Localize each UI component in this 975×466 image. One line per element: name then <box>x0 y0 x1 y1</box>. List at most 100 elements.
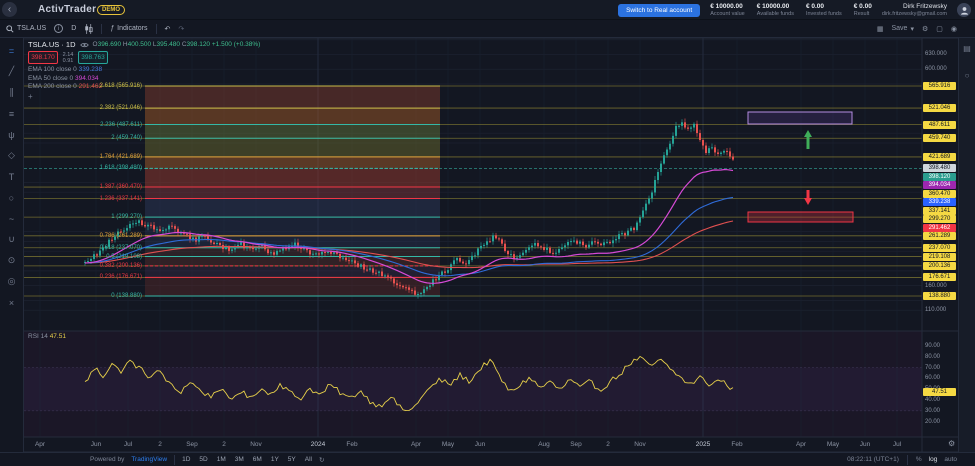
channel-tool[interactable]: ∥ <box>9 87 14 97</box>
fib-retracement-tool[interactable]: ≡ <box>8 108 15 119</box>
fib-ratio-label: 0 (138.880) <box>111 293 142 300</box>
shapes-tool[interactable]: ◇ <box>8 150 15 160</box>
redo-icon[interactable]: ↷ <box>178 25 185 33</box>
fib-ratio-label: 1 (299.270) <box>111 214 142 221</box>
back-button[interactable]: ‹ <box>2 2 17 17</box>
measure-tool[interactable]: ⊙ <box>7 255 16 265</box>
indicator-legend-row[interactable]: EMA 200 close 0 291.462 <box>28 82 103 90</box>
cursor-tool[interactable]: = <box>8 45 15 56</box>
rsi-axis-tick: 70.00 <box>925 364 941 371</box>
price-axis-label: 219.108 <box>923 252 956 261</box>
indicator-legend-row[interactable]: EMA 50 close 0 394.034 <box>28 74 99 82</box>
range-button-6m[interactable]: 6M <box>252 456 262 463</box>
account-stat: € 0.00 Invested funds <box>806 3 842 16</box>
stat-label: Result <box>853 10 870 17</box>
alerts-panel-icon[interactable]: ○ <box>964 71 970 80</box>
ellipse-tool[interactable]: ○ <box>8 192 15 203</box>
scale-button-auto[interactable]: auto <box>944 456 957 463</box>
add-indicator-button[interactable]: + <box>28 91 33 101</box>
stat-value: € 0.00 <box>805 3 825 11</box>
scale-button-%[interactable]: % <box>915 456 922 463</box>
rsi-axis-tick: 90.00 <box>925 343 941 349</box>
axis-settings-gear-icon[interactable]: ⚙ <box>948 439 956 448</box>
save-layout-button[interactable]: Save ▾ <box>891 25 914 33</box>
time-axis-label: Jun <box>474 441 486 448</box>
price-axis-label: 138.880 <box>923 292 956 301</box>
range-button-3m[interactable]: 3M <box>234 456 244 463</box>
price-axis-tick: 160.000 <box>925 282 947 289</box>
price-axis-tick: 110.000 <box>925 307 947 314</box>
price-axis-label: 459.740 <box>923 134 956 143</box>
user-icon <box>960 6 968 15</box>
info-icon[interactable]: i <box>54 24 64 33</box>
stat-label: Account value <box>710 10 745 17</box>
ohlc-values: O396.690 H400.500 L395.480 C398.120 +1.5… <box>92 40 261 48</box>
layout-grid-icon[interactable]: ▦ <box>876 25 884 33</box>
fib-ratio-label: 0.5 (219.108) <box>106 253 142 260</box>
indicator-legend-row[interactable]: EMA 100 close 0 339.238 <box>28 66 103 74</box>
price-axis-label: 291.462 <box>923 223 956 232</box>
time-axis-label: 2024 <box>310 441 326 448</box>
fib-ratio-label: 0.382 (200.136) <box>99 262 142 269</box>
rsi-axis-tick: 20.00 <box>925 418 941 425</box>
trend-line-tool[interactable]: ╱ <box>8 66 15 76</box>
spread-values: 2.14 0.91 <box>62 51 74 64</box>
time-axis-label: Feb <box>346 441 358 448</box>
clock-label: 08:22:11 (UTC+1) <box>847 456 899 463</box>
account-stats: € 10000.00 Account value € 10000.00 Availab… <box>710 3 872 16</box>
text-tool[interactable]: T <box>8 171 15 182</box>
refresh-icon[interactable]: ↻ <box>318 456 325 464</box>
user-menu[interactable]: Dirk Fritzewsky dirk.fritzewsky@gmail.co… <box>882 3 947 17</box>
fib-ratio-label: 0.236 (176.671) <box>99 274 142 281</box>
range-button-5y[interactable]: 5Y <box>287 456 296 463</box>
price-axis-label: 339.238 <box>923 198 956 207</box>
zoom-tool[interactable]: ◎ <box>7 276 16 286</box>
stat-value: € 0.00 <box>853 3 872 11</box>
stat-label: Invested funds <box>805 10 842 17</box>
sell-button[interactable]: 398.170 <box>28 51 58 65</box>
range-button-5d[interactable]: 5D <box>199 456 208 463</box>
settings-gear-icon[interactable]: ⚙ <box>921 25 929 33</box>
tradingview-link[interactable]: TradingView <box>131 456 168 463</box>
screenshot-icon[interactable]: ◉ <box>950 25 957 33</box>
time-axis-label: 2 <box>222 441 226 448</box>
range-button-1m[interactable]: 1M <box>216 456 226 463</box>
candle-style-icon[interactable] <box>84 23 93 34</box>
fib-ratio-label: 2.236 (487.611) <box>100 121 142 128</box>
watchlist-panel-icon[interactable]: ▤ <box>963 44 971 53</box>
powered-by-label: Powered by <box>90 456 125 463</box>
top-bar: ‹ ActivTrader DEMO Switch to Real accoun… <box>0 0 975 20</box>
range-button-all[interactable]: All <box>304 456 312 463</box>
time-axis-label: 2025 <box>695 441 711 448</box>
symbol-search[interactable]: TSLA.US <box>6 24 46 33</box>
toolbar-separator <box>101 23 103 34</box>
undo-icon[interactable]: ↶ <box>164 25 171 33</box>
magnet-tool[interactable]: ∪ <box>8 234 15 244</box>
demo-badge: DEMO <box>97 5 125 15</box>
user-email: dirk.fritzewsky@gmail.com <box>881 10 947 17</box>
legend-symbol-title[interactable]: TSLA.US · 1D <box>28 40 76 49</box>
search-icon <box>6 24 14 33</box>
app-logo: ActivTrader <box>38 4 97 15</box>
time-axis-label: Sep <box>570 441 582 448</box>
time-axis-label: May <box>826 441 840 448</box>
visibility-eye-icon[interactable] <box>79 42 89 48</box>
range-button-1d[interactable]: 1D <box>182 456 191 463</box>
interval-button[interactable]: D <box>71 25 77 32</box>
avatar[interactable] <box>957 3 971 17</box>
price-axis-label: 398.480 <box>923 164 956 173</box>
price-axis-label: 565.916 <box>923 82 956 90</box>
remove-drawings-tool[interactable]: × <box>8 297 15 308</box>
time-axis-label: Apr <box>410 441 422 448</box>
time-axis-label: Jul <box>892 441 902 448</box>
fullscreen-icon[interactable]: ▢ <box>936 25 943 33</box>
range-button-1y[interactable]: 1Y <box>270 456 279 463</box>
scale-button-log[interactable]: log <box>928 456 938 463</box>
switch-to-real-account-button[interactable]: Switch to Real account <box>618 3 701 17</box>
buy-button[interactable]: 398.763 <box>78 51 108 65</box>
pitchfork-tool[interactable]: ψ <box>8 129 15 140</box>
indicators-button[interactable]: ƒ Indicators <box>110 25 148 32</box>
brush-tool[interactable]: ~ <box>8 213 15 224</box>
fib-ratio-label: 1.236 (337.141) <box>99 195 142 202</box>
